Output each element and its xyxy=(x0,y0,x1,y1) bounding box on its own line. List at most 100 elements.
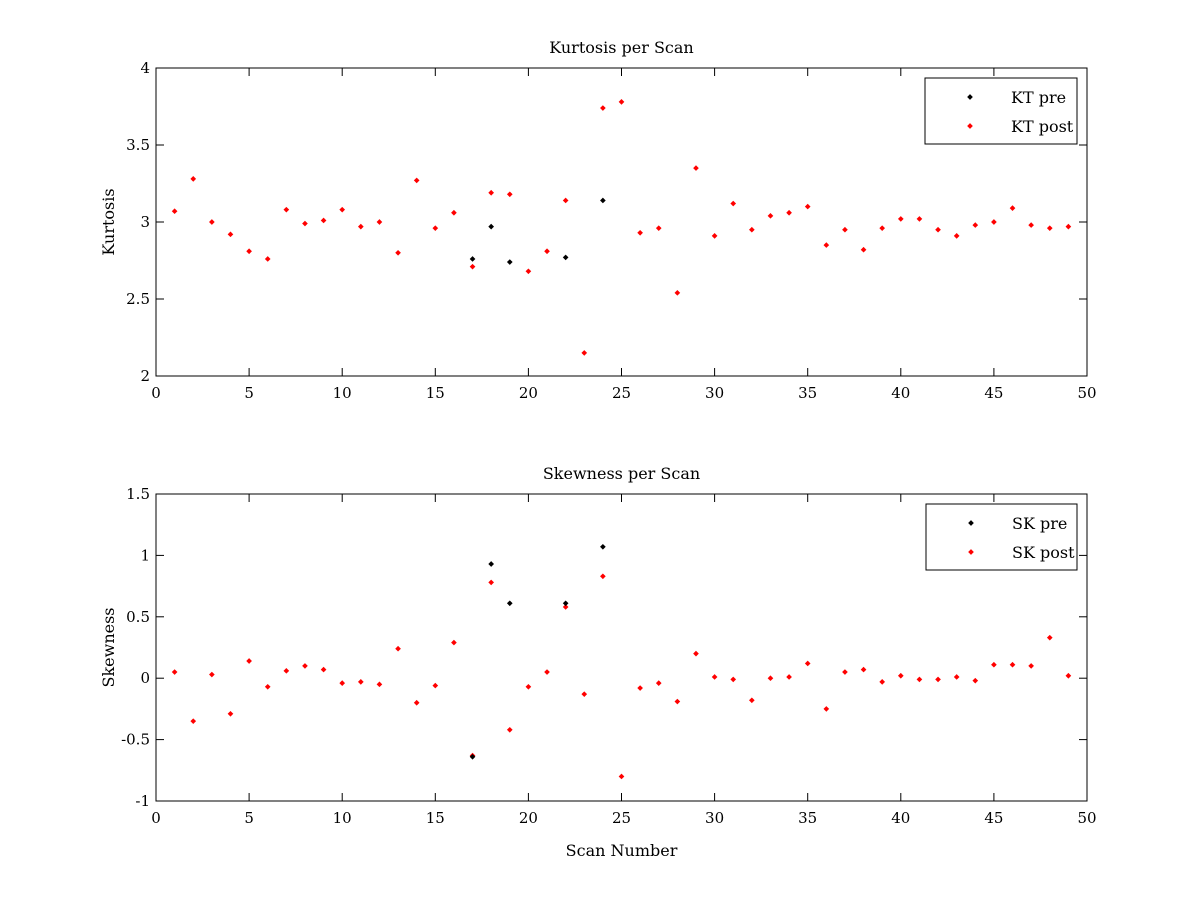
data-point xyxy=(674,290,681,296)
data-point xyxy=(302,663,308,669)
legend-label: KT post xyxy=(1011,117,1074,136)
data-point xyxy=(171,208,178,215)
x-tick-label: 15 xyxy=(426,809,445,827)
data-point xyxy=(600,573,606,580)
legend-box xyxy=(924,77,1078,145)
data-point xyxy=(246,248,252,255)
data-point xyxy=(916,676,923,683)
data-point xyxy=(432,225,439,231)
x-axis-label: Scan Number xyxy=(566,841,678,860)
data-point xyxy=(357,679,364,685)
data-point xyxy=(544,669,550,675)
data-point xyxy=(991,661,997,668)
data-point xyxy=(190,176,197,182)
data-point xyxy=(1065,672,1072,679)
data-point xyxy=(227,710,234,717)
legend-marker xyxy=(967,94,973,100)
data-point xyxy=(506,726,513,733)
legend-label: SK pre xyxy=(1012,514,1067,533)
data-point xyxy=(264,256,271,262)
data-point xyxy=(320,666,327,673)
data-point xyxy=(618,99,625,105)
y-axis-label: Skewness xyxy=(99,607,118,687)
x-tick-label: 35 xyxy=(798,384,817,402)
data-point xyxy=(600,197,606,204)
x-tick-label: 45 xyxy=(984,384,1003,402)
chart-panel-2: 0 5 10 15 20 25 30 35 40 45 50 -1 -0.5 0 0.5 1 1.5 Skewne… xyxy=(99,464,1097,860)
data-point xyxy=(674,698,681,705)
y-tick-label: 2 xyxy=(140,367,150,385)
x-tick-label: 30 xyxy=(705,809,724,827)
data-point xyxy=(339,680,346,686)
data-point xyxy=(711,233,718,239)
data-point xyxy=(451,639,457,646)
series-sk-post xyxy=(171,573,1072,780)
y-tick-label: 4 xyxy=(140,59,150,77)
data-point xyxy=(972,677,979,684)
data-point xyxy=(618,773,625,780)
y-tick-label: 1.5 xyxy=(126,485,150,503)
data-point xyxy=(171,669,178,675)
data-point xyxy=(786,209,792,216)
data-point xyxy=(1009,661,1016,668)
data-point xyxy=(972,222,979,228)
data-point xyxy=(749,697,755,704)
data-point xyxy=(506,259,513,265)
data-point xyxy=(637,685,643,691)
data-point xyxy=(264,683,271,690)
data-point xyxy=(842,226,848,233)
chart-title: Skewness per Scan xyxy=(543,464,700,483)
data-point xyxy=(860,666,867,673)
data-point xyxy=(581,691,588,697)
data-point xyxy=(451,209,457,216)
data-point xyxy=(953,674,960,680)
data-point xyxy=(209,671,215,678)
x-tick-label: 30 xyxy=(705,384,724,402)
y-tick-label: 3.5 xyxy=(126,136,150,154)
data-point xyxy=(935,676,941,683)
x-tick-label: 25 xyxy=(612,384,631,402)
x-tick-label: 40 xyxy=(891,384,910,402)
data-point xyxy=(730,200,737,207)
data-point xyxy=(860,246,867,253)
data-point xyxy=(991,219,997,225)
y-tick-label: -0.5 xyxy=(121,731,150,749)
chart-title: Kurtosis per Scan xyxy=(549,38,693,57)
data-point xyxy=(600,105,606,111)
x-tick-label: 40 xyxy=(891,809,910,827)
data-point xyxy=(879,679,886,685)
data-point xyxy=(376,681,383,688)
data-point xyxy=(804,660,811,667)
x-tick-label: 20 xyxy=(519,809,538,827)
data-point xyxy=(1046,225,1053,231)
data-point xyxy=(209,219,215,225)
x-tick-label: 10 xyxy=(333,384,352,402)
x-tick-label: 0 xyxy=(151,809,161,827)
x-tick-label: 5 xyxy=(244,809,254,827)
data-point xyxy=(488,579,494,586)
data-point xyxy=(469,256,476,262)
x-tick-label: 5 xyxy=(244,384,254,402)
legend-label: KT pre xyxy=(1011,88,1066,107)
x-tick-label: 50 xyxy=(1077,809,1096,827)
data-point xyxy=(302,220,308,227)
y-tick-label: 0 xyxy=(140,669,150,687)
y-tick-label: -1 xyxy=(135,792,150,810)
data-point xyxy=(488,223,494,230)
data-point xyxy=(227,231,234,238)
data-point xyxy=(320,217,327,224)
data-point xyxy=(879,225,886,231)
y-axis-label: Kurtosis xyxy=(99,188,118,255)
data-point xyxy=(190,718,197,725)
data-point xyxy=(413,699,420,706)
data-point xyxy=(357,223,364,230)
legend: KT pre KT post xyxy=(924,77,1078,145)
data-point xyxy=(655,680,662,686)
data-point xyxy=(562,600,569,607)
data-point xyxy=(283,206,290,213)
data-point xyxy=(786,674,792,680)
data-point xyxy=(767,675,774,682)
data-point xyxy=(600,543,606,550)
x-tick-label: 35 xyxy=(798,809,817,827)
data-point xyxy=(376,219,383,225)
